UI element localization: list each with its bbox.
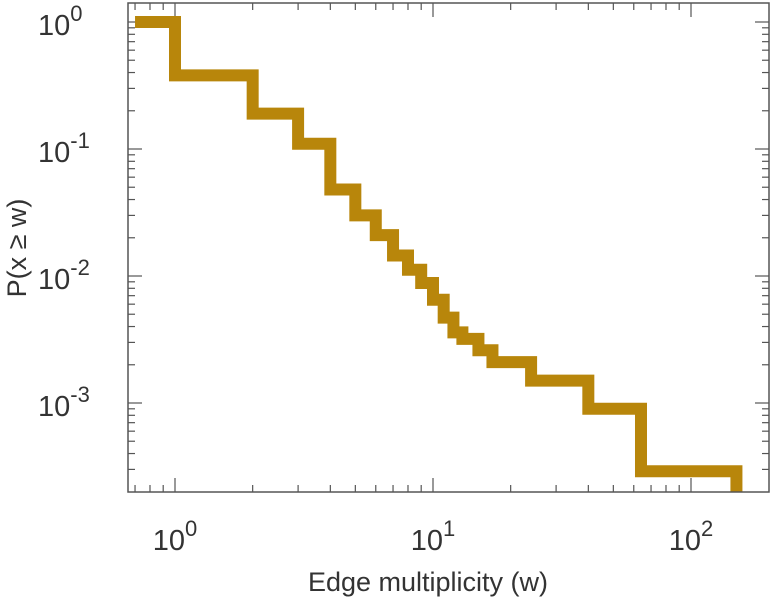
ccdf-step-line — [135, 16, 743, 492]
x-axis-title: Edge multiplicity (w) — [308, 567, 548, 597]
x-tick-label: 101 — [411, 516, 456, 557]
x-tick-label: 100 — [153, 516, 198, 557]
y-tick-labels: 100 10-1 10-2 10-3 — [38, 1, 90, 423]
y-tick-label: 10-3 — [38, 382, 90, 423]
plot-frame — [127, 2, 770, 493]
y-tick-label: 10-1 — [38, 128, 90, 169]
minor-ticks — [128, 3, 769, 492]
plot-background — [128, 3, 769, 492]
x-tick-label: 102 — [669, 516, 714, 557]
x-tick-labels: 100 101 102 — [153, 516, 714, 557]
y-axis-title: P(x ≥ w) — [2, 199, 32, 298]
y-tick-label: 10-2 — [38, 255, 90, 296]
y-tick-label: 100 — [38, 1, 83, 42]
